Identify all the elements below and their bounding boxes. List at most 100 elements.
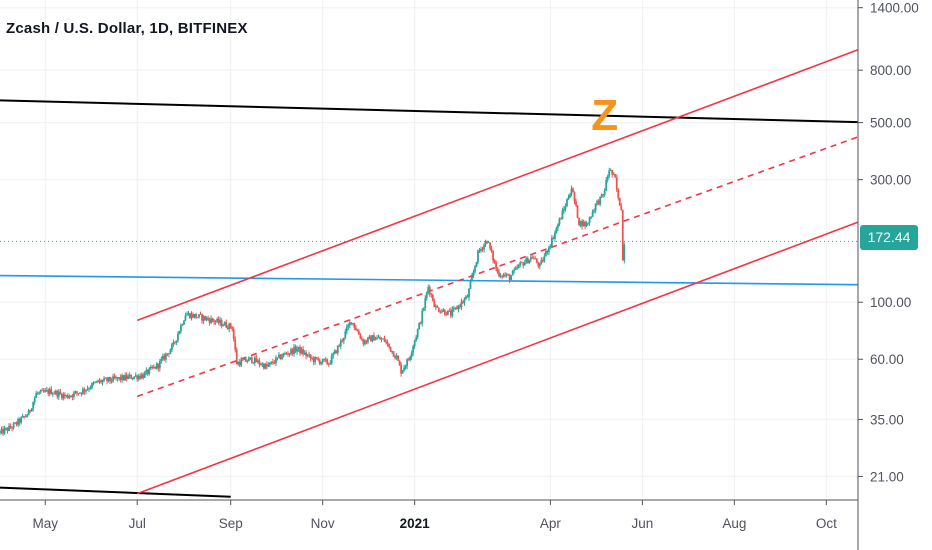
candle-body xyxy=(483,244,485,250)
candle-body xyxy=(8,425,10,431)
candle-body xyxy=(160,359,163,361)
candle-body xyxy=(501,276,504,277)
candle-body xyxy=(256,360,259,363)
candle-body xyxy=(587,222,589,224)
candle-body xyxy=(33,397,36,403)
candle-body xyxy=(272,361,274,363)
candle-body xyxy=(434,306,437,308)
candle-body xyxy=(462,301,464,303)
candle-body xyxy=(314,357,317,363)
candle-body xyxy=(472,271,475,277)
candle-body xyxy=(570,188,573,195)
candle-body xyxy=(29,410,32,412)
candle-body xyxy=(469,281,472,289)
channel-upper[interactable] xyxy=(136,49,859,322)
candle-body xyxy=(296,348,298,352)
candle-body xyxy=(72,392,75,397)
candle-body xyxy=(566,199,568,207)
candle-body xyxy=(178,331,181,335)
candle-body xyxy=(421,310,424,324)
candle-body xyxy=(401,370,404,374)
candle-body xyxy=(451,309,454,316)
candle-body xyxy=(62,394,65,399)
candle-body xyxy=(336,345,339,354)
candle-body xyxy=(21,416,24,418)
candle-body xyxy=(246,361,249,363)
candle-body xyxy=(593,210,596,212)
candle-body xyxy=(481,248,484,250)
candle-body xyxy=(41,390,44,391)
candle-body xyxy=(27,410,30,416)
candle-body xyxy=(235,349,238,365)
candle-body xyxy=(410,352,413,357)
bottom-line[interactable] xyxy=(0,486,231,498)
resistance-line[interactable] xyxy=(0,99,859,124)
candle-body xyxy=(264,363,267,369)
candle-body xyxy=(54,390,57,394)
time-tick-label: 2021 xyxy=(400,516,431,531)
candle-body xyxy=(513,269,516,271)
candle-body xyxy=(578,217,580,225)
candle-body xyxy=(161,355,164,360)
candle-body xyxy=(398,360,401,365)
candle-body xyxy=(189,313,191,319)
candle-body xyxy=(71,395,74,397)
candle-body xyxy=(95,380,98,383)
candle-body xyxy=(193,314,196,318)
candle-body xyxy=(20,417,23,423)
candle-body xyxy=(85,390,87,392)
candle-body xyxy=(407,359,410,361)
candle-body xyxy=(50,389,53,395)
candle-body xyxy=(171,344,173,350)
candle-body xyxy=(439,311,442,313)
candle-body xyxy=(94,382,96,384)
candle-body xyxy=(425,292,428,299)
candle-body xyxy=(300,349,303,354)
candle-body xyxy=(377,337,380,339)
candle-body xyxy=(163,355,166,360)
candle-body xyxy=(374,339,377,341)
candle-body xyxy=(342,337,345,341)
candle-body xyxy=(220,320,223,327)
candle-body xyxy=(416,329,419,337)
candle-body xyxy=(172,342,175,345)
support-line[interactable] xyxy=(0,274,859,286)
candle-body xyxy=(118,377,121,379)
candle-body xyxy=(412,346,415,353)
candle-body xyxy=(186,314,188,316)
candle-body xyxy=(82,389,84,394)
candle-body xyxy=(116,377,119,379)
candle-body xyxy=(602,194,605,196)
drawings-layer[interactable] xyxy=(0,49,859,498)
candle-body xyxy=(169,349,172,354)
candle-body xyxy=(364,340,366,345)
candle-body xyxy=(466,296,469,298)
time-tick-label: Aug xyxy=(722,516,746,531)
candle-body xyxy=(244,358,247,362)
candle-body xyxy=(157,363,160,369)
price-tick-label: 300.00 xyxy=(870,173,911,188)
candle-body xyxy=(225,322,228,328)
candle-body xyxy=(35,393,38,398)
candle-body xyxy=(142,374,145,378)
candle-body xyxy=(299,346,301,354)
candle-body xyxy=(125,375,128,379)
candle-body xyxy=(448,310,451,312)
candle-body xyxy=(217,318,220,323)
candle-body xyxy=(385,341,387,343)
candle-body xyxy=(327,363,330,365)
candle-body xyxy=(620,205,623,211)
candle-body xyxy=(442,309,445,312)
candle-body xyxy=(48,389,51,394)
candle-body xyxy=(443,309,446,315)
candle-body xyxy=(265,363,268,367)
candle-body xyxy=(575,201,577,206)
candle-body xyxy=(68,396,71,398)
channel-mid[interactable] xyxy=(136,136,859,398)
candle-body xyxy=(606,176,609,181)
candle-body xyxy=(139,375,142,379)
candle-body xyxy=(24,416,27,418)
candle-body xyxy=(354,327,357,331)
channel-lower[interactable] xyxy=(136,221,859,495)
